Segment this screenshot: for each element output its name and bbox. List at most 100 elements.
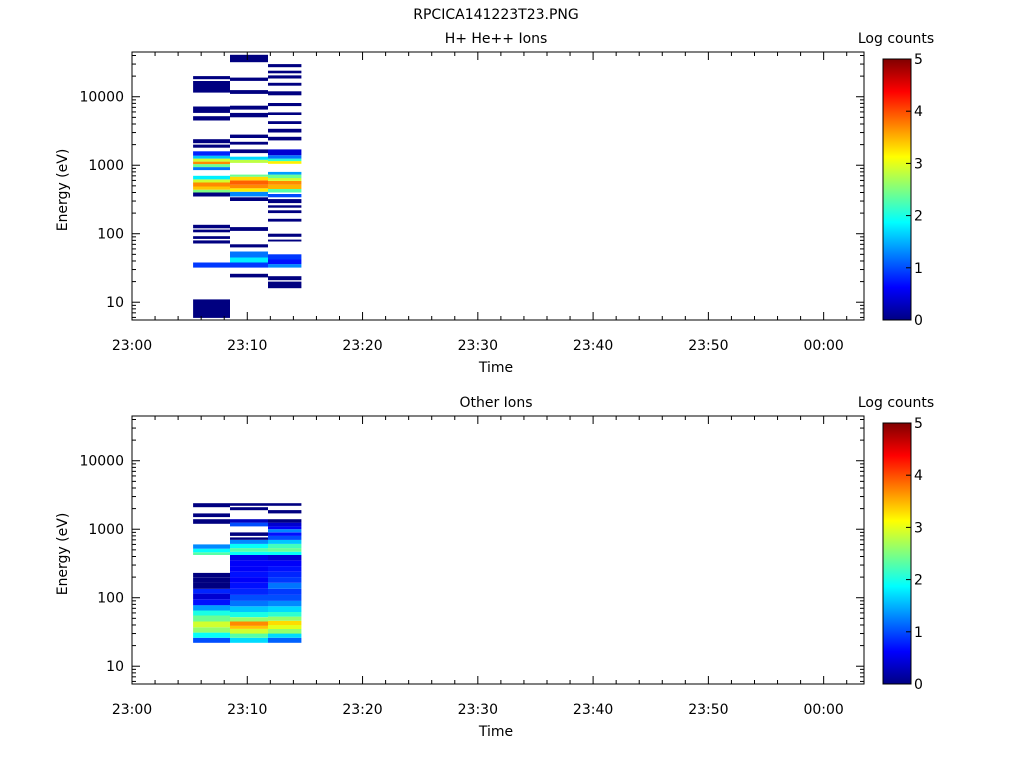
spectrogram-cell [268, 233, 302, 237]
spectrogram-cell [230, 625, 268, 629]
x-tick-label: 23:50 [688, 702, 728, 718]
spectrogram-cell [230, 159, 268, 163]
spectrogram-cell [230, 537, 268, 540]
spectrogram-cell [193, 582, 230, 589]
spectrogram-cell [193, 588, 230, 594]
spectrogram-cell [193, 175, 230, 180]
spectrogram-cell [193, 627, 230, 633]
spectrogram-cell [230, 134, 268, 138]
spectrogram-cell [268, 254, 302, 260]
spectrogram-cell [268, 82, 302, 86]
spectrogram-cell [230, 621, 268, 626]
spectrogram-cell [193, 151, 230, 156]
spectrogram-cell [230, 244, 268, 248]
spectrogram-cell [230, 551, 268, 555]
spectrogram-cell [193, 637, 230, 643]
x-tick-label: 23:20 [342, 338, 382, 354]
spectrogram-cell [230, 184, 268, 189]
colorbar-tick-label: 4 [914, 104, 923, 120]
spectrogram-cell [268, 588, 302, 595]
spectrogram-cell [268, 158, 302, 162]
spectrogram-cell [230, 566, 268, 572]
spectrogram-cell [193, 158, 230, 162]
spectrogram-cell [230, 532, 268, 536]
spectrogram-cell [193, 632, 230, 638]
spectrogram-cell [193, 161, 230, 165]
spectrogram-cell [268, 633, 302, 638]
spectrogram-cell [193, 192, 230, 197]
y-tick-label: 1000 [88, 158, 124, 174]
spectrogram-cell [268, 529, 302, 533]
spectrogram-cell [230, 197, 268, 201]
spectrogram-cell [230, 191, 268, 197]
spectrogram-cell [193, 106, 230, 113]
y-axis-label: Energy (eV) [55, 149, 71, 232]
spectrogram-cell [268, 620, 302, 625]
spectrogram-cell [268, 510, 302, 514]
spectrogram-cell [268, 171, 302, 175]
spectrogram-cell [268, 577, 302, 583]
spectrogram-cell [193, 167, 230, 171]
colorbar-tick-label: 0 [914, 313, 923, 329]
spectrogram-cell [230, 112, 268, 118]
spectrogram-cell [268, 594, 302, 601]
colorbar-tick-label: 4 [914, 468, 923, 484]
spectrogram-cell [268, 136, 302, 141]
spectrogram-cell [193, 189, 230, 193]
spectrogram-cell [268, 178, 302, 181]
spectrogram-cell [268, 103, 302, 107]
x-tick-label: 00:00 [803, 702, 843, 718]
spectrogram-cell [230, 105, 268, 110]
colorbar: 0 1 2 3 4 5 [882, 416, 923, 693]
spectrogram-cell [193, 503, 230, 508]
spectrogram-cell [268, 161, 302, 164]
x-axis-label: Time [478, 724, 513, 740]
spectrogram-cell [230, 539, 268, 544]
spectrogram-cell [268, 205, 302, 208]
spectrogram-cell [193, 179, 230, 183]
spectrogram-cells [193, 503, 302, 643]
spectrogram-cell [230, 503, 268, 506]
colorbar: 0 1 2 3 4 5 [882, 52, 923, 329]
spectrogram-cell [230, 522, 268, 527]
spectrogram-cell [230, 582, 268, 589]
spectrogram-cell [268, 582, 302, 589]
spectrogram-cell [268, 91, 302, 96]
spectrogram-cell [230, 180, 268, 185]
spectrogram-cell [268, 532, 302, 536]
panel-h-he-ions: H+ He++ Ions 23:00 23:10 23:20 23:30 23:40 23… [55, 31, 934, 376]
colorbar-tick-label: 1 [914, 261, 923, 277]
spectrogram-cell [193, 116, 230, 121]
colorbar-label: Log counts [858, 31, 934, 47]
x-tick-label: 23:00 [112, 338, 152, 354]
spectrogram-cell [268, 194, 302, 198]
spectrogram-cell [193, 605, 230, 611]
spectrogram-cell [268, 606, 302, 612]
spectrogram-cell [230, 188, 268, 192]
x-tick-label: 23:10 [227, 702, 267, 718]
spectrogram-cell [230, 149, 268, 154]
spectrogram-cell [193, 224, 230, 229]
spectrogram-cell [268, 180, 302, 185]
spectrogram-cell [193, 599, 230, 606]
spectrogram-cell [193, 236, 230, 239]
spectrogram-cell [268, 637, 302, 643]
spectrogram-cell [268, 535, 302, 540]
spectrogram-cell [193, 186, 230, 190]
spectrogram-cell [193, 552, 230, 555]
plot-axes: 23:00 23:10 23:20 23:30 23:40 23:50 00:00 10 100… [79, 415, 865, 718]
colorbar-tick-label: 3 [914, 156, 923, 172]
colorbar-tick-label: 2 [914, 573, 923, 589]
spectrogram-cell [193, 519, 230, 524]
plot-axes: 23:00 23:10 23:20 23:30 23:40 23:50 00:00 10 100… [79, 51, 865, 354]
spectrogram-cell [268, 75, 302, 79]
spectrogram-cell [268, 539, 302, 544]
spectrogram-cell [193, 615, 230, 622]
spectrogram-cell [268, 259, 302, 265]
panel-title: H+ He++ Ions [445, 31, 548, 47]
colorbar-label: Log counts [858, 395, 934, 411]
colorbar-tick-label: 3 [914, 520, 923, 536]
y-tick-label: 10 [106, 659, 124, 675]
y-tick-label: 10000 [79, 454, 124, 470]
